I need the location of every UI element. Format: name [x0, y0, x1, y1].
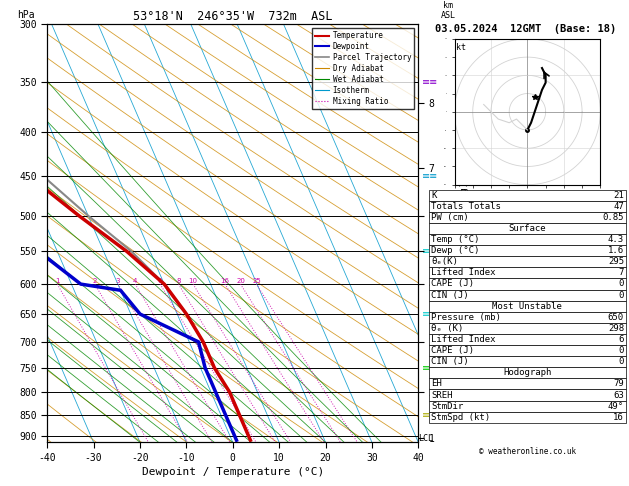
Text: StmDir: StmDir	[431, 401, 464, 411]
Text: Most Unstable: Most Unstable	[493, 302, 562, 311]
Text: 3: 3	[116, 278, 120, 284]
Text: θₑ (K): θₑ (K)	[431, 324, 464, 333]
Text: 7: 7	[618, 268, 624, 278]
Text: CAPE (J): CAPE (J)	[431, 346, 474, 355]
Text: kt: kt	[456, 43, 466, 52]
Text: Lifted Index: Lifted Index	[431, 268, 496, 278]
Text: 79: 79	[613, 380, 624, 388]
Text: EH: EH	[431, 380, 442, 388]
Text: Lifted Index: Lifted Index	[431, 335, 496, 344]
Text: 6: 6	[158, 278, 162, 284]
Text: StmSpd (kt): StmSpd (kt)	[431, 413, 491, 422]
Text: ≡≡: ≡≡	[422, 77, 438, 87]
Text: 49°: 49°	[608, 401, 624, 411]
Text: CIN (J): CIN (J)	[431, 357, 469, 366]
Text: 0: 0	[618, 346, 624, 355]
Text: hPa: hPa	[18, 10, 35, 20]
Text: 03.05.2024  12GMT  (Base: 18): 03.05.2024 12GMT (Base: 18)	[435, 24, 616, 35]
Text: 298: 298	[608, 324, 624, 333]
Text: 4.3: 4.3	[608, 235, 624, 244]
X-axis label: Dewpoint / Temperature (°C): Dewpoint / Temperature (°C)	[142, 467, 324, 477]
Text: 4: 4	[133, 278, 137, 284]
Text: K: K	[431, 191, 437, 200]
Text: 295: 295	[608, 257, 624, 266]
Text: 16: 16	[220, 278, 230, 284]
Text: 650: 650	[608, 313, 624, 322]
Text: 2: 2	[92, 278, 97, 284]
Text: ≡≡: ≡≡	[422, 246, 438, 257]
Text: Pressure (mb): Pressure (mb)	[431, 313, 501, 322]
Text: 0: 0	[618, 357, 624, 366]
Text: 0.85: 0.85	[603, 213, 624, 222]
Text: 0: 0	[618, 291, 624, 299]
Text: 47: 47	[613, 202, 624, 211]
Text: km
ASL: km ASL	[440, 0, 455, 20]
Text: 6: 6	[618, 335, 624, 344]
Text: 0: 0	[618, 279, 624, 289]
Text: 1.6: 1.6	[608, 246, 624, 255]
Y-axis label: Mixing Ratio (g/kg): Mixing Ratio (g/kg)	[460, 182, 469, 284]
Text: Temp (°C): Temp (°C)	[431, 235, 480, 244]
Text: θₑ(K): θₑ(K)	[431, 257, 459, 266]
Legend: Temperature, Dewpoint, Parcel Trajectory, Dry Adiabat, Wet Adiabat, Isotherm, Mi: Temperature, Dewpoint, Parcel Trajectory…	[312, 28, 415, 109]
Title: 53°18'N  246°35'W  732m  ASL: 53°18'N 246°35'W 732m ASL	[133, 10, 333, 23]
Text: LCL: LCL	[418, 434, 433, 443]
Text: PW (cm): PW (cm)	[431, 213, 469, 222]
Text: SREH: SREH	[431, 391, 453, 399]
Text: 20: 20	[236, 278, 245, 284]
Text: © weatheronline.co.uk: © weatheronline.co.uk	[479, 447, 576, 456]
Text: ≡≡: ≡≡	[422, 309, 438, 319]
Text: Surface: Surface	[509, 224, 546, 233]
Text: 10: 10	[189, 278, 198, 284]
Text: Totals Totals: Totals Totals	[431, 202, 501, 211]
Text: 25: 25	[252, 278, 261, 284]
Text: ≡≡: ≡≡	[422, 410, 438, 419]
Text: 16: 16	[613, 413, 624, 422]
Text: CIN (J): CIN (J)	[431, 291, 469, 299]
Text: 21: 21	[613, 191, 624, 200]
Text: 8: 8	[176, 278, 181, 284]
Text: Dewp (°C): Dewp (°C)	[431, 246, 480, 255]
Text: ≡≡: ≡≡	[422, 363, 438, 373]
Text: Hodograph: Hodograph	[503, 368, 552, 377]
Text: 63: 63	[613, 391, 624, 399]
Text: ≡≡: ≡≡	[422, 171, 438, 181]
Text: CAPE (J): CAPE (J)	[431, 279, 474, 289]
Text: 1: 1	[55, 278, 60, 284]
